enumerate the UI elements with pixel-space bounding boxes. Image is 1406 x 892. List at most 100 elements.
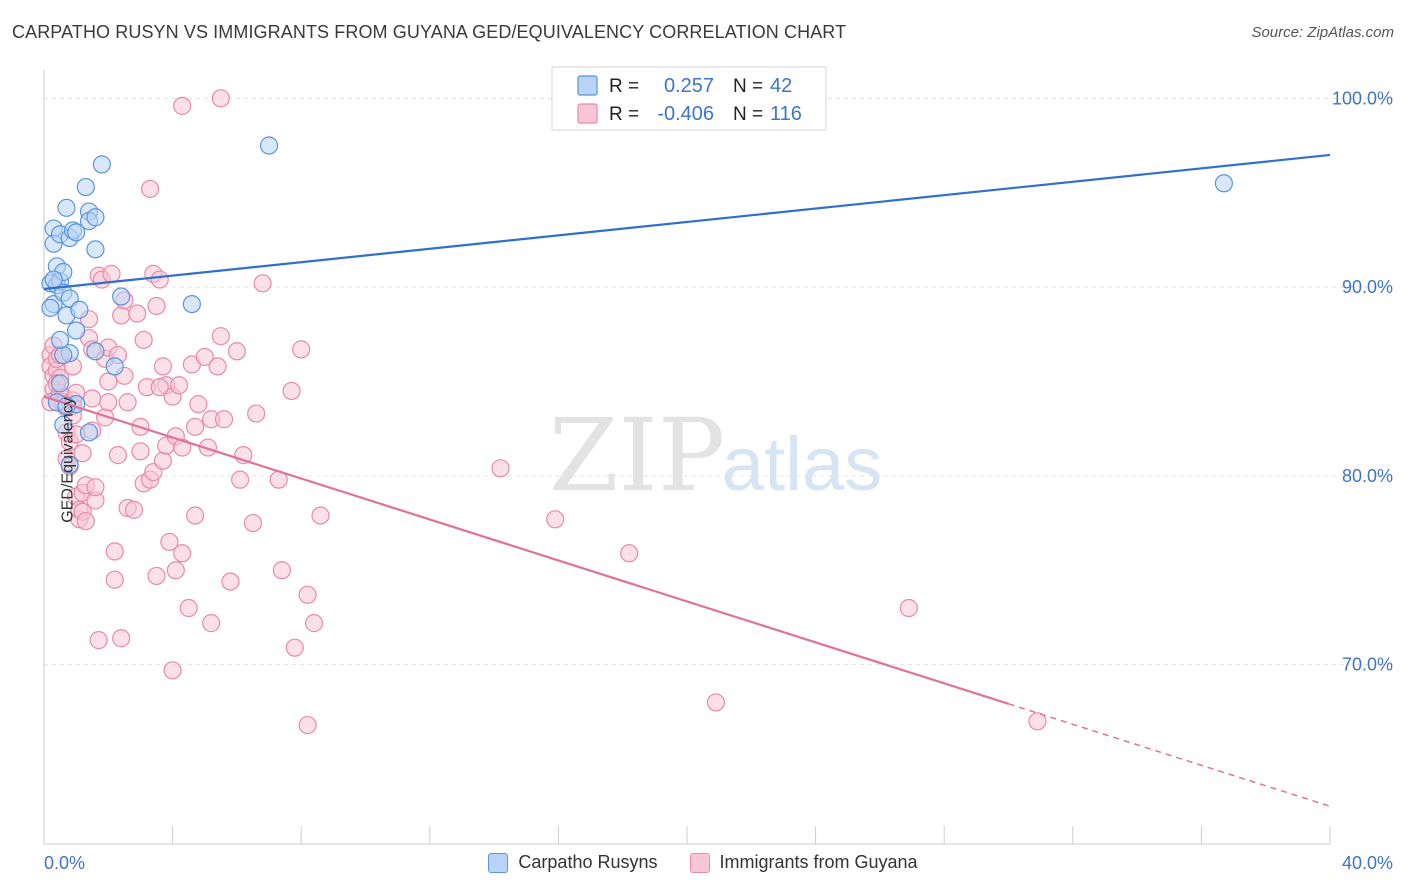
data-point [182, 294, 201, 314]
data-point [99, 393, 118, 412]
data-point [50, 330, 70, 350]
data-point [221, 572, 240, 591]
data-point [620, 544, 639, 563]
data-point [163, 661, 182, 680]
legend-item-immigrants-from-guyana[interactable]: Immigrants from Guyana [689, 852, 918, 873]
data-point [99, 372, 118, 391]
legend-label-carpatho-rusyns: Carpatho Rusyns [518, 852, 658, 872]
legend-item-carpatho-rusyns[interactable]: Carpatho Rusyns [488, 852, 658, 873]
data-point [173, 544, 192, 563]
n-value: 116 [770, 103, 802, 125]
stats-legend: R = 0.257 N = 42 R = -0.406 N = 116 [551, 66, 827, 131]
data-point [140, 179, 160, 199]
data-point [76, 512, 95, 531]
data-point [208, 357, 227, 376]
data-point [166, 561, 185, 580]
data-point [285, 638, 304, 657]
trend-line-immigrants-from-guyana-extension [1008, 703, 1331, 807]
data-point [491, 459, 510, 478]
data-point [211, 89, 230, 108]
data-point [1214, 174, 1234, 193]
data-point [147, 296, 166, 316]
r-label: R = [609, 104, 639, 125]
data-point [60, 455, 79, 474]
legend-swatch-pink [689, 852, 710, 873]
data-point [253, 274, 272, 293]
data-point [105, 357, 124, 376]
data-point [546, 510, 565, 529]
data-point [57, 198, 76, 217]
data-point [899, 598, 918, 618]
data-point [86, 478, 105, 497]
axis-layer: 0.0% 40.0% [43, 70, 1393, 873]
data-point [118, 393, 137, 412]
legend-swatch-blue [488, 852, 509, 873]
data-point [1028, 712, 1047, 731]
data-point [247, 404, 266, 423]
data-point [259, 136, 279, 155]
data-point [102, 264, 121, 283]
data-point [92, 155, 111, 174]
data-point [179, 598, 198, 618]
data-point [128, 304, 147, 323]
y-tick-label: 90.0% [1342, 277, 1393, 297]
trend-line-carpatho-rusyns [43, 153, 1331, 291]
data-point [44, 270, 63, 289]
r-value: -0.406 [657, 103, 714, 125]
data-point [173, 438, 192, 457]
data-point [83, 389, 102, 408]
data-point [304, 614, 324, 633]
data-point [173, 96, 192, 115]
data-point [292, 340, 311, 359]
r-value: 0.257 [664, 75, 714, 97]
data-point [272, 561, 292, 580]
data-point [112, 287, 131, 306]
data-point [73, 444, 92, 463]
data-point [41, 298, 60, 317]
data-point [86, 240, 105, 259]
data-point [147, 566, 166, 586]
watermark-zip: ZIP [549, 397, 725, 514]
n-value: 42 [770, 75, 792, 97]
data-point [231, 470, 250, 489]
data-point [298, 715, 317, 735]
y-axis-label: GED/Equivalency [59, 397, 77, 523]
data-point [186, 417, 205, 436]
data-point [153, 357, 173, 376]
data-point [67, 223, 86, 242]
data-point [67, 321, 86, 340]
r-label: R = [609, 76, 639, 97]
stats-legend-frame [551, 66, 827, 131]
y-tick-label: 100.0% [1332, 88, 1393, 108]
data-point [198, 438, 218, 457]
data-point [86, 208, 105, 227]
data-point [86, 342, 105, 361]
data-point [134, 330, 153, 350]
data-point [160, 532, 179, 552]
n-label: N = [733, 76, 763, 97]
data-point [54, 415, 73, 435]
data-point [131, 442, 150, 461]
watermark-atlas: atlas [722, 422, 883, 507]
data-point [89, 631, 108, 650]
legend-label-immigrants-from-guyana: Immigrants from Guyana [719, 852, 918, 872]
data-point [105, 542, 124, 561]
data-point [311, 506, 330, 525]
data-point [54, 345, 73, 365]
data-point [298, 585, 317, 604]
data-point [153, 451, 173, 470]
data-point [211, 327, 230, 346]
data-point [227, 342, 246, 361]
stats-legend-swatch [577, 75, 598, 96]
data-point [706, 693, 726, 712]
data-point [112, 306, 131, 325]
data-point [124, 500, 144, 519]
data-point [186, 506, 205, 525]
series-carpatho-rusyns [41, 136, 1234, 474]
n-label: N = [733, 104, 763, 125]
source-label: Source: ZipAtlas.com [1251, 24, 1394, 41]
trend-line-immigrants-from-guyana [43, 395, 1009, 705]
trend-layer [43, 153, 1331, 807]
data-point [150, 378, 169, 397]
chart-title: CARPATHO RUSYN VS IMMIGRANTS FROM GUYANA… [12, 22, 847, 42]
